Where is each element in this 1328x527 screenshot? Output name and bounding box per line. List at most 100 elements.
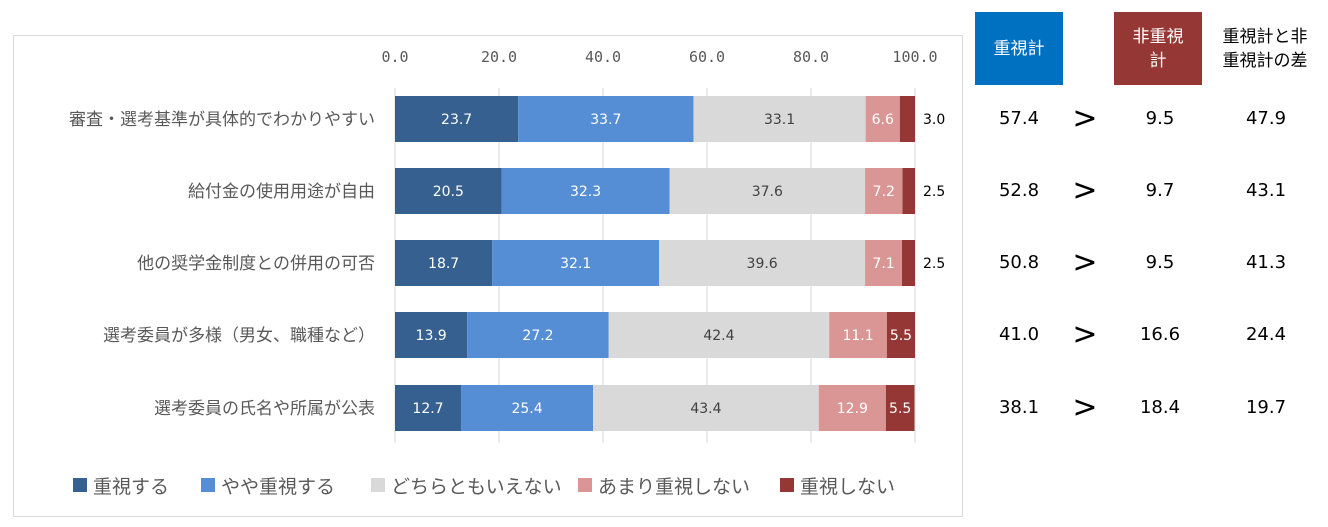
data-label: 37.6 [752, 184, 783, 200]
bar-segment [501, 168, 670, 214]
legend-swatch [73, 478, 87, 492]
data-label: 32.1 [560, 256, 591, 272]
header-difference: 重視計と非 重視計の差 [1205, 12, 1325, 85]
important-total-value: 38.1 [998, 397, 1040, 418]
legend-swatch [201, 478, 215, 492]
data-label: 5.5 [889, 401, 911, 417]
bar-segment [902, 240, 915, 286]
legend-swatch [578, 478, 592, 492]
greater-than-sign: > [1072, 245, 1098, 280]
greater-than-sign: > [1072, 317, 1098, 352]
bar-segment [902, 168, 915, 214]
outside-data-label: 3.0 [923, 112, 945, 128]
difference-value: 41.3 [1245, 252, 1287, 273]
category-label: 給付金の使用用途が自由 [188, 181, 375, 202]
bar-segment [395, 385, 462, 431]
header-important-total-text: 重視計 [993, 38, 1045, 59]
data-label: 12.7 [412, 401, 443, 417]
category-label: 審査・選考基準が具体的でわかりやすい [69, 110, 375, 130]
data-label: 42.4 [703, 328, 734, 344]
bar-segment [659, 240, 866, 286]
greater-than-sign: > [1072, 101, 1098, 136]
bar-segment [467, 312, 609, 358]
important-total-value: 52.8 [998, 180, 1040, 201]
bar-segment [865, 168, 903, 214]
bar-segment [669, 168, 866, 214]
legend-swatch [780, 478, 794, 492]
bar-segment [885, 385, 915, 431]
data-label: 33.7 [590, 112, 621, 128]
header-important-total: 重視計 [975, 12, 1063, 85]
data-label: 13.9 [416, 328, 447, 344]
bar-segment [829, 312, 887, 358]
legend-label: あまり重視しない [598, 476, 750, 498]
outside-data-label: 2.5 [923, 184, 945, 200]
bar-segment [518, 96, 694, 142]
not-important-total-value: 18.4 [1139, 397, 1181, 418]
x-tick-label: 0.0 [381, 48, 408, 66]
header-not-important-total: 非重視 計 [1114, 12, 1202, 85]
bar-segment [865, 240, 902, 286]
data-label: 27.2 [522, 328, 553, 344]
difference-value: 19.7 [1245, 397, 1287, 418]
data-label: 11.1 [842, 328, 873, 344]
header-difference-line1: 重視計と非 [1222, 26, 1308, 47]
bar-segment [461, 385, 594, 431]
data-label: 25.4 [511, 401, 542, 417]
not-important-total-value: 9.7 [1145, 180, 1175, 201]
greater-than-sign: > [1072, 390, 1098, 425]
data-label: 7.1 [872, 256, 894, 272]
x-tick-label: 40.0 [585, 48, 621, 66]
x-tick-label: 80.0 [793, 48, 829, 66]
bar-segment [395, 312, 468, 358]
category-label: 選考委員の氏名や所属が公表 [154, 399, 375, 419]
bar-segment [492, 240, 660, 286]
difference-value: 47.9 [1245, 108, 1287, 129]
x-tick-label: 60.0 [689, 48, 725, 66]
bar-segment [395, 168, 502, 214]
data-label: 5.5 [890, 328, 912, 344]
bar-segment [395, 96, 519, 142]
data-label: 12.9 [837, 401, 868, 417]
header-difference-line2: 重視計の差 [1222, 50, 1308, 71]
greater-than-sign: > [1072, 173, 1098, 208]
header-not-important-line2: 計 [1149, 50, 1167, 71]
data-label: 7.2 [873, 184, 895, 200]
important-total-value: 57.4 [998, 108, 1040, 129]
bar-segment [818, 385, 886, 431]
legend-label: どちらともいえない [391, 476, 562, 498]
stacked-bar-chart: 0.0 20.0 40.0 60.0 80.0 100.0 審査・選考基準が具体的でわかりや… [69, 48, 945, 498]
bar-segment [593, 385, 819, 431]
outside-data-label: 2.5 [923, 256, 945, 272]
legend-label: やや重視する [221, 476, 335, 498]
not-important-total-value: 16.6 [1139, 324, 1181, 345]
data-label: 23.7 [441, 112, 472, 128]
data-label: 39.6 [747, 256, 778, 272]
legend-label: 重視しない [800, 476, 895, 498]
difference-value: 43.1 [1245, 180, 1287, 201]
legend-label: 重視する [93, 476, 169, 498]
bar-segment [608, 312, 830, 358]
header-not-important-line1: 非重視 [1132, 26, 1184, 47]
important-total-value: 50.8 [998, 252, 1040, 273]
not-important-total-value: 9.5 [1145, 108, 1175, 129]
legend-swatch [371, 478, 385, 492]
bar-segment [886, 312, 915, 358]
data-label: 33.1 [764, 112, 795, 128]
important-total-value: 41.0 [998, 324, 1040, 345]
chart-frame [13, 35, 963, 517]
data-label: 20.5 [433, 184, 464, 200]
category-label: 選考委員が多様（男女、職種など） [103, 326, 375, 346]
x-tick-label: 100.0 [892, 48, 937, 66]
data-label: 6.6 [872, 112, 894, 128]
data-label: 18.7 [428, 256, 459, 272]
bar-segment [395, 240, 493, 286]
category-label: 他の奨学金制度との併用の可否 [137, 254, 375, 274]
difference-value: 24.4 [1245, 324, 1287, 345]
data-label: 32.3 [570, 184, 601, 200]
bar-segment [865, 96, 900, 142]
bar-segment [693, 96, 866, 142]
data-label: 43.4 [690, 401, 721, 417]
not-important-total-value: 9.5 [1145, 252, 1175, 273]
x-tick-label: 20.0 [481, 48, 517, 66]
